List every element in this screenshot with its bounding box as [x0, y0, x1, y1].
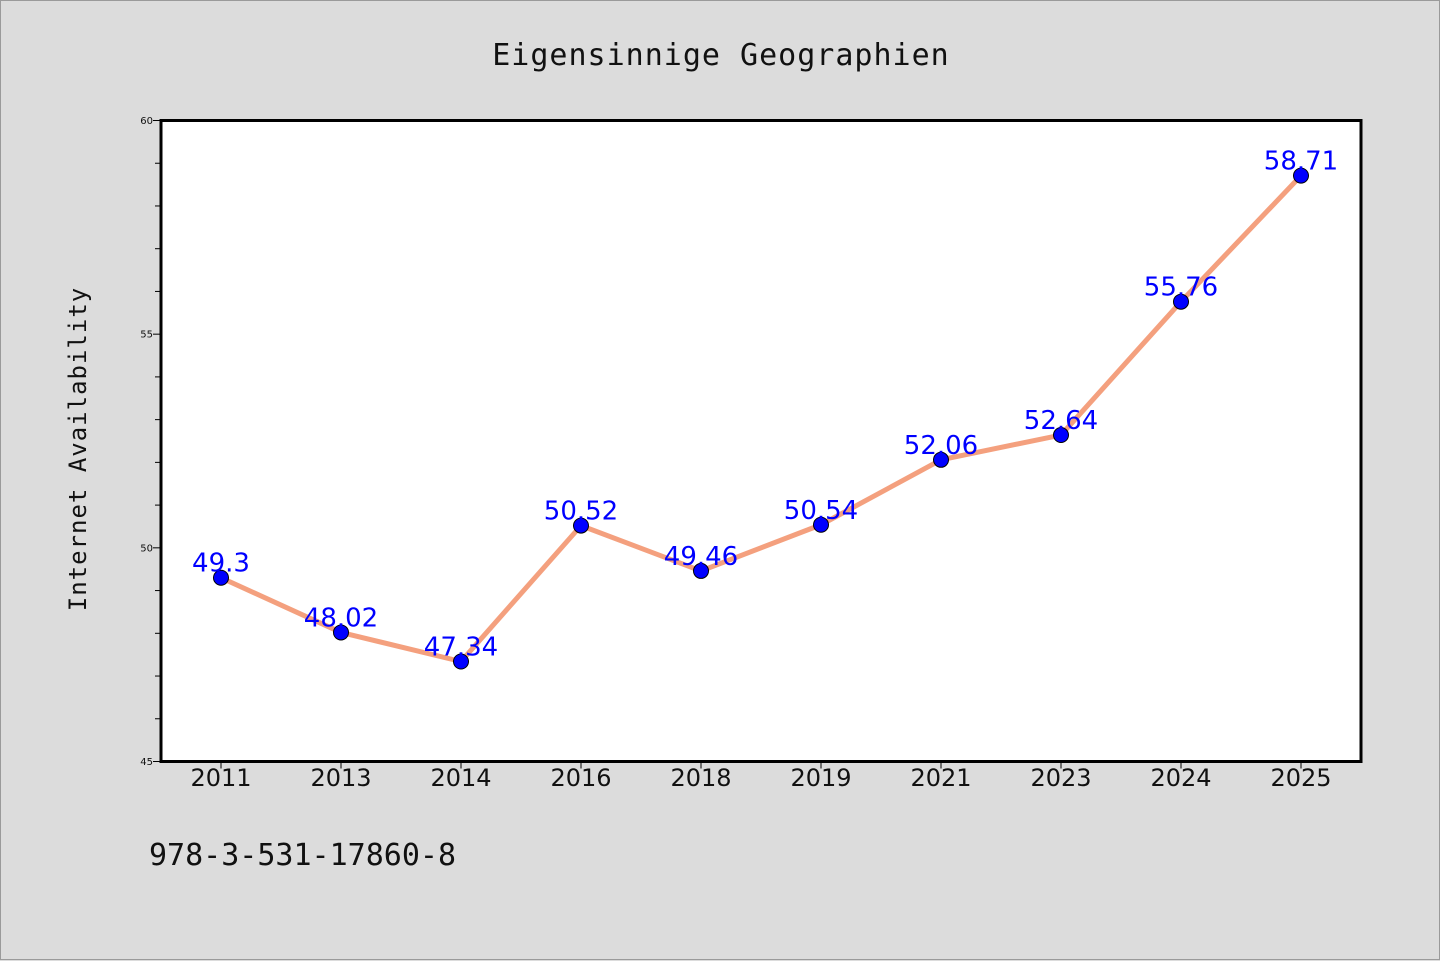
x-tick-label: 2014 [430, 764, 491, 792]
y-axis-label: Internet Availability [64, 287, 92, 611]
data-point [693, 562, 709, 579]
y-axis-ticks: 45 50 55 60 [140, 116, 161, 768]
x-tick-label: 2016 [550, 764, 611, 792]
data-markers [213, 167, 1309, 670]
x-tick-label: 2011 [190, 764, 251, 792]
data-label: 50.52 [544, 497, 618, 527]
data-point [933, 451, 949, 468]
data-point [333, 624, 349, 641]
data-label: 49.46 [664, 542, 738, 572]
y-tick-label: 55 [140, 330, 153, 341]
data-labels: 49.3 48.02 47.34 50.52 49.46 50.54 52.06 52.64 5… [192, 147, 1338, 663]
plot-area [159, 119, 1363, 763]
x-axis-ticks: 2011 2013 2014 2016 2018 2019 2021 2023 2024 2025 [190, 761, 1332, 792]
x-tick-label: 2018 [670, 764, 731, 792]
x-tick-label: 2013 [310, 764, 371, 792]
data-point [453, 653, 469, 670]
x-tick-label: 2024 [1150, 764, 1211, 792]
x-tick-label: 2021 [910, 764, 971, 792]
x-tick-label: 2019 [790, 764, 851, 792]
data-point [1293, 167, 1309, 184]
data-point [1173, 293, 1189, 310]
data-label: 58.71 [1264, 147, 1338, 177]
x-tick-label: 2025 [1270, 764, 1331, 792]
series-line [219, 173, 1303, 665]
data-label: 52.64 [1024, 406, 1098, 436]
data-label: 48.02 [304, 603, 378, 633]
y-tick-label: 50 [140, 543, 153, 554]
data-label: 47.34 [424, 633, 498, 663]
data-label: 49.3 [192, 549, 250, 579]
data-point [1053, 427, 1069, 444]
isbn-footnote: 978-3-531-17860-8 [149, 838, 456, 873]
y-tick-label: 60 [140, 116, 153, 127]
data-point [213, 569, 229, 586]
data-label: 55.76 [1144, 273, 1218, 303]
chart-title: Eigensinnige Geographien [492, 38, 949, 73]
data-point [573, 517, 589, 534]
data-label: 52.06 [904, 431, 978, 461]
y-tick-label: 45 [140, 757, 153, 768]
data-label: 50.54 [784, 496, 858, 526]
data-point [813, 516, 829, 533]
x-tick-label: 2023 [1030, 764, 1091, 792]
